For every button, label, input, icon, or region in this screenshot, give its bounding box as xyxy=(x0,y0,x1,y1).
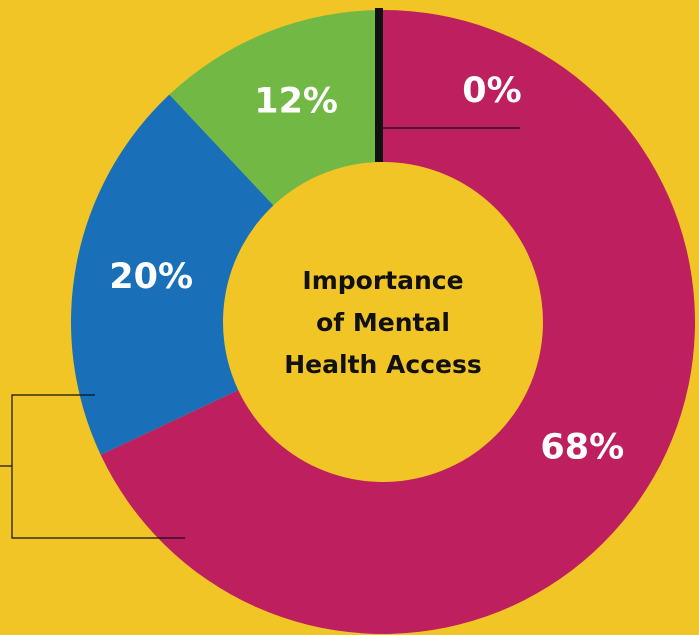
slice xyxy=(100,10,695,634)
value-label: 12% xyxy=(254,82,338,122)
slices xyxy=(71,8,695,634)
center-title: of Mental xyxy=(316,308,450,337)
slice xyxy=(71,94,274,455)
value-label: 68% xyxy=(540,427,624,467)
labels: 68% 20% 12% 0% Importance of Mental Health Acc… xyxy=(109,71,624,467)
value-label: 20% xyxy=(109,257,193,297)
center-title: Health Access xyxy=(284,350,481,379)
center-title: Importance xyxy=(302,266,463,295)
slice xyxy=(169,10,383,206)
value-label: 0% xyxy=(462,71,521,111)
leader-lines xyxy=(0,127,520,539)
